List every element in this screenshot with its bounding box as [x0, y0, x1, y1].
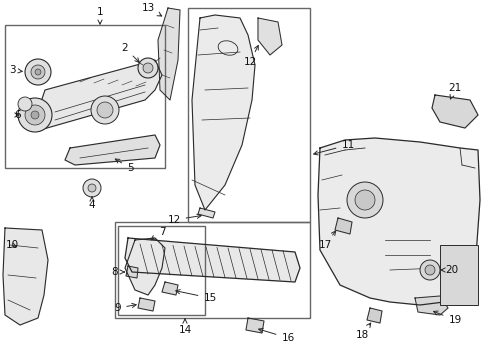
Text: 17: 17 [318, 231, 336, 250]
Bar [188, 8, 310, 222]
Circle shape [420, 260, 440, 280]
Circle shape [88, 184, 96, 192]
Text: 3: 3 [9, 65, 22, 75]
Polygon shape [126, 266, 138, 278]
Polygon shape [415, 296, 448, 315]
Text: 13: 13 [142, 3, 162, 16]
Circle shape [97, 102, 113, 118]
Circle shape [143, 63, 153, 73]
Circle shape [138, 58, 158, 78]
Polygon shape [138, 298, 155, 311]
Circle shape [31, 111, 39, 119]
Circle shape [31, 65, 45, 79]
Polygon shape [198, 208, 215, 218]
Text: 7: 7 [151, 227, 165, 240]
Circle shape [91, 96, 119, 124]
Circle shape [347, 182, 383, 218]
Text: 15: 15 [176, 289, 217, 303]
Circle shape [25, 105, 45, 125]
Polygon shape [162, 282, 178, 295]
Text: 19: 19 [434, 311, 462, 325]
Polygon shape [158, 8, 180, 100]
Text: 10: 10 [5, 240, 19, 250]
Text: 20: 20 [441, 265, 459, 275]
Circle shape [18, 98, 52, 132]
Text: 21: 21 [448, 83, 462, 99]
Text: 11: 11 [314, 140, 355, 155]
Circle shape [355, 190, 375, 210]
Polygon shape [432, 95, 478, 128]
Text: 6: 6 [15, 110, 21, 120]
Bar [440, 245, 478, 305]
Text: 8: 8 [112, 267, 124, 277]
Polygon shape [258, 18, 282, 55]
Text: 12: 12 [244, 45, 258, 67]
Bar [115, 222, 310, 318]
Text: 14: 14 [178, 319, 192, 335]
Polygon shape [246, 318, 264, 333]
Polygon shape [192, 15, 255, 210]
Polygon shape [367, 308, 382, 323]
Text: 18: 18 [355, 323, 371, 340]
Polygon shape [318, 138, 480, 305]
Text: 4: 4 [89, 197, 96, 210]
Polygon shape [335, 218, 352, 234]
Text: 16: 16 [259, 328, 294, 343]
Polygon shape [125, 238, 165, 295]
Text: 12: 12 [168, 214, 201, 225]
Polygon shape [65, 135, 160, 165]
Bar [118, 226, 205, 315]
Circle shape [83, 179, 101, 197]
Text: 2: 2 [122, 43, 139, 62]
Polygon shape [3, 228, 48, 325]
Circle shape [35, 69, 41, 75]
Text: 9: 9 [115, 303, 136, 313]
Circle shape [25, 59, 51, 85]
Circle shape [425, 265, 435, 275]
Polygon shape [35, 60, 162, 130]
Circle shape [18, 97, 32, 111]
Text: 1: 1 [97, 7, 103, 24]
Bar [5, 25, 165, 168]
Polygon shape [125, 238, 300, 282]
Text: 5: 5 [115, 159, 133, 173]
